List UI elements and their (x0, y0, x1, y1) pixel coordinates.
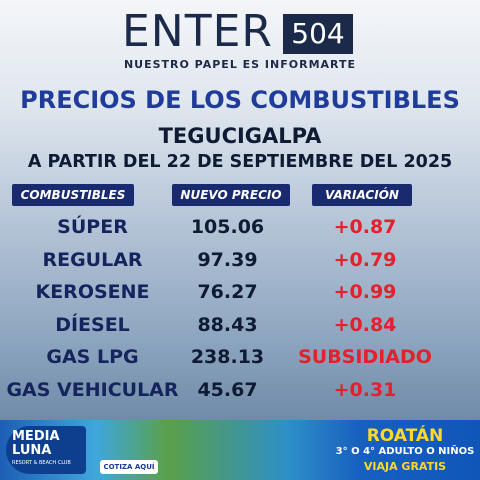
ad-button[interactable]: COTIZA AQUÍ (100, 460, 158, 474)
brand-number: 504 (283, 14, 353, 54)
ad-brand: MEDIA LUNA (12, 429, 60, 458)
ad-logo-bg (6, 426, 86, 474)
fuel-variation: SUBSIDIADO (298, 346, 432, 368)
ad-banner: MEDIA LUNA RESORT & BEACH CLUB COTIZA AQ… (0, 420, 480, 480)
fuel-price: 76.27 (197, 281, 258, 303)
fuel-variation: +0.79 (333, 248, 397, 271)
column-header: VARIACIÓN (312, 184, 412, 206)
city: TEGUCIGALPA (158, 124, 322, 148)
slogan: NUESTRO PAPEL ES INFORMARTE (123, 58, 357, 71)
fuel-variation: +0.99 (333, 281, 397, 303)
fuel-price: 105.06 (190, 216, 265, 238)
fuel-name: GAS LPG (46, 346, 139, 368)
fuel-variation: +0.31 (333, 378, 397, 401)
column-header: NUEVO PRECIO (172, 184, 290, 206)
ad-tagline: RESORT & BEACH CLUB (12, 460, 71, 466)
fuel-price: 97.39 (197, 248, 258, 271)
column-header: COMBUSTIBLES (12, 184, 134, 206)
fuel-variation: +0.87 (333, 216, 397, 238)
fuel-name: REGULAR (42, 248, 143, 271)
fuel-name: KEROSENE (35, 281, 150, 303)
fuel-price: 238.13 (190, 346, 265, 368)
ad-offer: 3° O 4° ADULTO O NIÑOS (335, 446, 475, 457)
brand: ENTER (122, 6, 273, 57)
ad-offer-highlight: VIAJA GRATIS (363, 460, 447, 473)
fuel-name: DÍESEL (55, 313, 130, 336)
fuel-name: SÚPER (57, 216, 128, 238)
fuel-variation: +0.84 (333, 313, 397, 336)
ad-destination: ROATÁN (366, 426, 444, 446)
fuel-name: GAS VEHICULAR (6, 378, 179, 401)
title: PRECIOS DE LOS COMBUSTIBLES (20, 86, 460, 114)
date-line: A PARTIR DEL 22 DE SEPTIEMBRE DEL 2025 (27, 152, 453, 172)
fuel-price: 45.67 (197, 378, 258, 401)
fuel-price: 88.43 (197, 313, 258, 336)
